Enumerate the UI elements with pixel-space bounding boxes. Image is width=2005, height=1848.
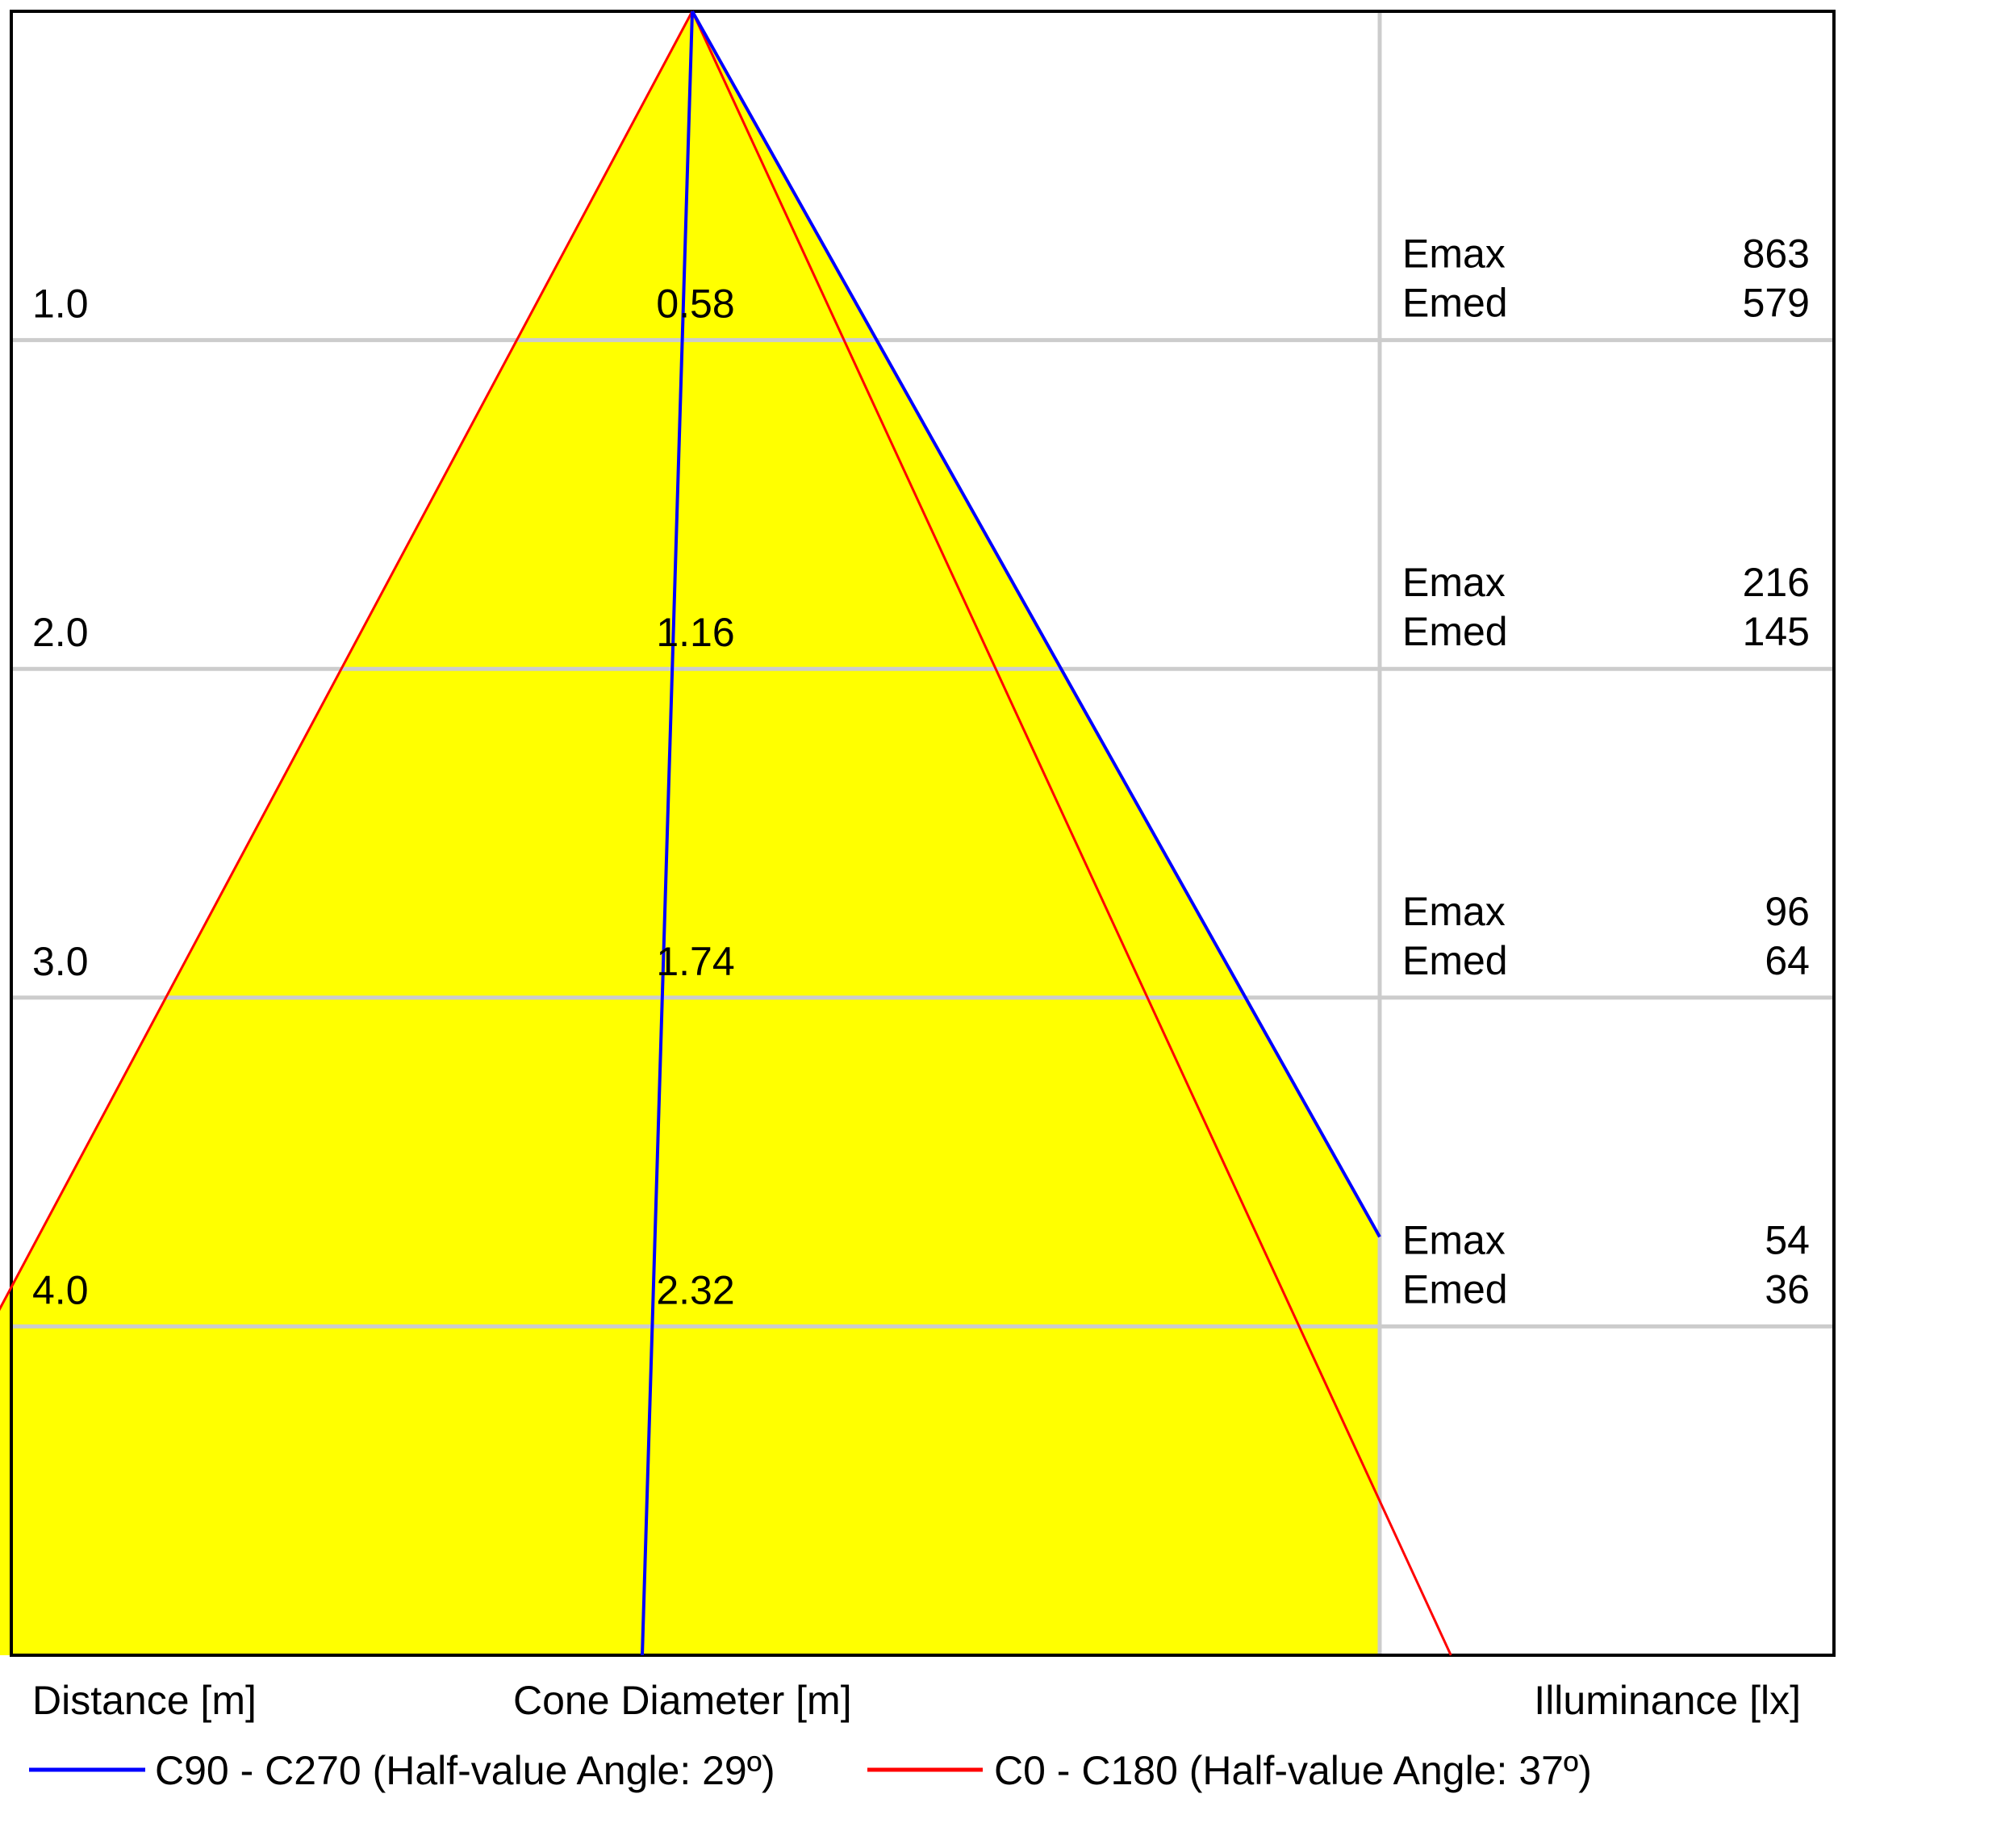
emed-label: Emed (1402, 938, 1508, 983)
emed-label: Emed (1402, 609, 1508, 654)
emax-label: Emax (1402, 1217, 1506, 1262)
emax-label: Emax (1402, 889, 1506, 934)
legend-label-c0-c180: C0 - C180 (Half-value Angle: 37º) (994, 1748, 1592, 1793)
emed-value: 579 (1743, 281, 1810, 326)
illuminance-axis-label: Illuminance [lx] (1534, 1678, 1801, 1723)
emax-label: Emax (1402, 560, 1506, 605)
emax-value: 863 (1743, 232, 1810, 277)
emax-value: 216 (1743, 560, 1810, 605)
distance-axis-label: Distance [m] (32, 1678, 257, 1723)
emed-value: 145 (1743, 609, 1810, 654)
cone-diameter-axis-label: Cone Diameter [m] (513, 1678, 852, 1723)
series-c0-c180-right-edge (691, 10, 1452, 1656)
emed-value: 64 (1765, 938, 1810, 983)
emed-label: Emed (1402, 1266, 1508, 1312)
emax-label: Emax (1402, 232, 1506, 277)
legend-label-c90-c270: C90 - C270 (Half-value Angle: 29º) (155, 1748, 775, 1793)
series-c90-c270-edge (691, 10, 1381, 1238)
cone-diameter-label: 2.32 (656, 1267, 734, 1312)
distance-label: 1.0 (32, 282, 89, 327)
distance-label: 2.0 (32, 610, 89, 655)
series-c90-c270-axis (641, 10, 694, 1656)
distance-label: 3.0 (32, 939, 89, 984)
emax-value: 96 (1765, 889, 1810, 934)
cone-diameter-label: 1.16 (656, 610, 734, 655)
series-c0-c180-left-edge (0, 10, 694, 1312)
emed-value: 36 (1765, 1266, 1810, 1312)
emax-value: 54 (1765, 1217, 1810, 1262)
cone-diameter-label: 1.74 (656, 939, 734, 984)
illuminated-area (0, 11, 1380, 1655)
cone-diameter-label: 0.58 (656, 282, 734, 327)
distance-label: 4.0 (32, 1267, 89, 1312)
emed-label: Emed (1402, 281, 1508, 326)
chart-frame (10, 10, 1836, 1657)
